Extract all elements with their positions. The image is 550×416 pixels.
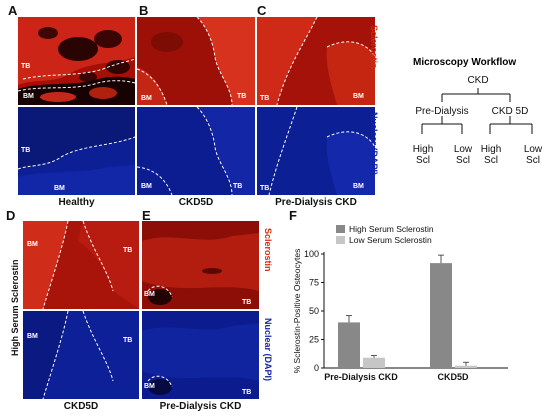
micrograph-a-dapi-texture — [18, 107, 135, 195]
micrograph-b-sclerostin: BM TB — [137, 17, 255, 105]
panel-label-a: A — [8, 3, 18, 18]
label-b-red-bm: BM — [141, 95, 152, 102]
label-e-red-tb: TB — [242, 299, 252, 306]
y-tick-label: 25 — [309, 335, 319, 345]
caption-ckd5d: CKD5D — [178, 197, 214, 208]
side-label-high-serum: High Serum Sclerostin — [10, 259, 20, 356]
workflow-title: Microscopy Workflow — [413, 57, 517, 68]
workflow-node-ckd: CKD — [467, 75, 489, 86]
label-b-blue-bm: BM — [141, 183, 152, 190]
micrograph-e-dapi: BM TB — [142, 311, 259, 399]
y-tick-label: 0 — [314, 363, 319, 373]
label-e-blue-tb: TB — [242, 389, 252, 396]
micrograph-c-dapi-texture — [257, 107, 375, 195]
label-d-blue-tb: TB — [123, 337, 133, 344]
workflow-node-pre-dialysis: Pre-Dialysis — [415, 106, 469, 117]
bar-high-1 — [430, 263, 452, 368]
panel-label-e: E — [142, 208, 151, 223]
micrograph-e-dapi-texture — [142, 311, 259, 399]
workflow-leaf-low-1: Low Scl — [453, 144, 473, 166]
micrograph-d-sclerostin: BM TB — [23, 221, 139, 309]
x-category-label: Pre-Dialysis CKD — [324, 372, 398, 382]
micrograph-b-dapi-texture — [137, 107, 255, 195]
micrograph-a-dapi: TB BM — [18, 107, 135, 195]
workflow-leaf-high-1: High Scl — [412, 144, 434, 166]
workflow-leaf-high-2: High Scl — [480, 144, 502, 166]
workflow-leaf-low-2: Low Scl — [523, 144, 543, 166]
label-c-red-tb: TB — [260, 95, 270, 102]
side-label-bottom-dapi: Nuclear (DAPI) — [263, 318, 273, 382]
side-label-bottom-sclerostin: Sclerostin — [263, 228, 273, 272]
label-c-blue-bm: BM — [353, 183, 364, 190]
workflow-tree-lines — [421, 88, 533, 134]
micrograph-a-sclerostin: TB BM — [18, 17, 135, 105]
micrograph-c-sclerostin: TB BM — [257, 17, 375, 105]
label-a-red-bm: BM — [23, 93, 34, 100]
y-tick-label: 50 — [309, 306, 319, 316]
panel-label-d: D — [6, 208, 16, 223]
label-c-red-bm: BM — [353, 93, 364, 100]
y-tick-label: 100 — [304, 249, 319, 259]
bar-high-0 — [338, 322, 360, 368]
bar-low-0 — [363, 357, 385, 368]
bar-chart-f: 0 25 50 75 100% Sclerostin-Positive Osteocyt… — [292, 224, 508, 382]
label-e-blue-bm: BM — [144, 383, 155, 390]
y-axis-title: % Sclerostin-Positive Osteocytes — [292, 249, 302, 374]
x-category-label: CKD5D — [437, 372, 469, 382]
label-c-blue-tb: TB — [260, 185, 270, 192]
micrograph-d-sclerostin-texture — [23, 221, 139, 309]
caption-healthy: Healthy — [58, 197, 95, 208]
label-d-red-bm: BM — [27, 241, 38, 248]
panel-label-b: B — [139, 3, 149, 18]
legend-swatch — [336, 236, 345, 244]
caption-e-pre-dialysis: Pre-Dialysis CKD — [159, 401, 242, 412]
panel-label-f: F — [289, 208, 297, 223]
y-tick-label: 75 — [309, 278, 319, 288]
micrograph-c-dapi: TB BM — [257, 107, 375, 195]
legend-label: High Serum Sclerostin — [349, 224, 434, 234]
side-label-top-sclerostin: Sclerostin — [369, 25, 379, 69]
side-label-top-dapi: Nuclear (DAPI) — [369, 112, 379, 176]
workflow-node-ckd5d: CKD 5D — [491, 106, 529, 117]
label-a-blue-tb: TB — [21, 147, 31, 154]
micrograph-e-sclerostin: BM TB — [142, 221, 259, 309]
micrograph-e-sclerostin-texture — [142, 221, 259, 309]
micrograph-b-sclerostin-texture — [137, 17, 255, 105]
panel-label-c: C — [257, 3, 267, 18]
micrograph-b-dapi: BM TB — [137, 107, 255, 195]
micrograph-d-dapi-texture — [23, 311, 139, 399]
label-b-blue-tb: TB — [233, 183, 243, 190]
micrograph-c-sclerostin-texture — [257, 17, 375, 105]
label-d-red-tb: TB — [123, 247, 133, 254]
micrograph-a-sclerostin-texture — [18, 17, 135, 105]
label-d-blue-bm: BM — [27, 333, 38, 340]
label-e-red-bm: BM — [144, 291, 155, 298]
legend-label: Low Serum Sclerostin — [349, 235, 432, 245]
legend-swatch — [336, 225, 345, 233]
label-b-red-tb: TB — [237, 93, 247, 100]
label-a-blue-bm: BM — [54, 185, 65, 192]
label-a-red-tb: TB — [21, 63, 31, 70]
bar-low-1 — [455, 365, 477, 368]
caption-d-ckd5d: CKD5D — [63, 401, 99, 412]
caption-pre-dialysis: Pre-Dialysis CKD — [275, 197, 357, 208]
micrograph-d-dapi: BM TB — [23, 311, 139, 399]
